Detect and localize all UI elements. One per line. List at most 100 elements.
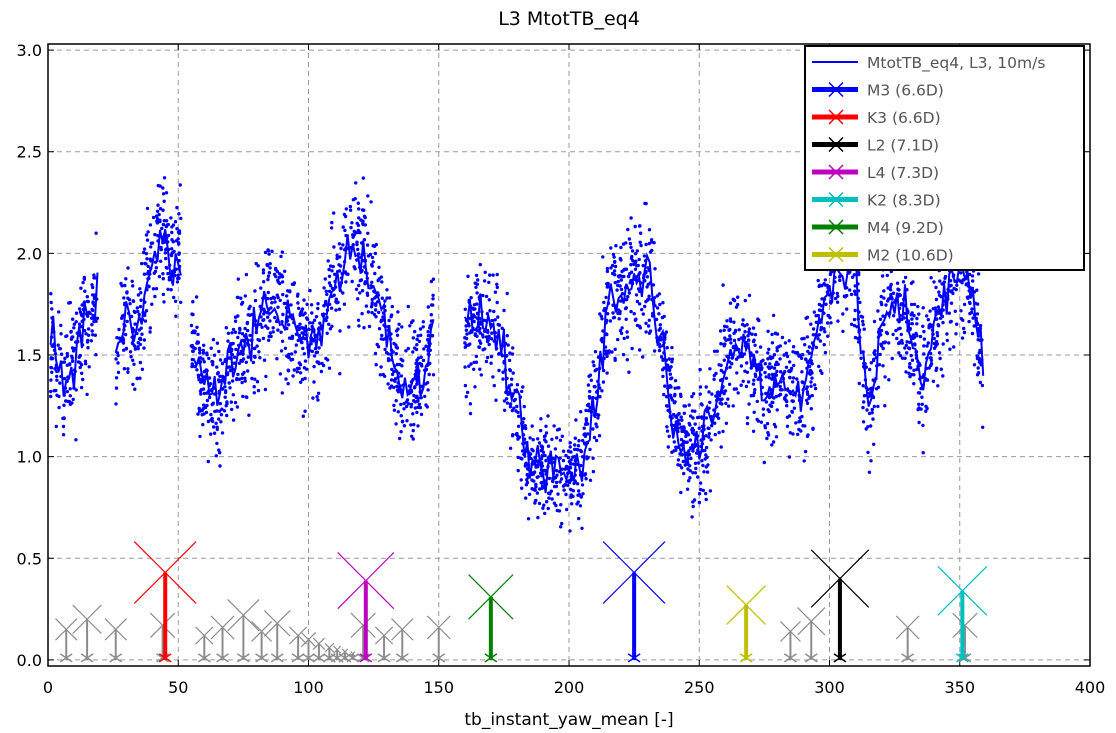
scatter-point [255,344,259,348]
scatter-point [883,340,887,344]
scatter-point [231,393,235,397]
scatter-point [371,244,375,248]
scatter-point [274,274,278,279]
scatter-point [166,271,170,276]
scatter-point [516,424,521,428]
scatter-point [976,338,980,342]
scatter-point [312,364,316,369]
scatter-point [157,274,162,279]
other-turbine-base-mark [312,653,326,663]
other-turbine [312,637,326,663]
scatter-point [584,477,588,481]
scatter-point [49,394,53,399]
scatter-point [116,361,120,365]
other-turbine-base-mark [346,653,360,663]
scatter-point [283,346,288,350]
scatter-point [715,414,719,418]
scatter-point [495,272,499,277]
other-turbine-blade [263,609,278,624]
other-turbine [55,618,78,663]
scatter-point [610,350,614,354]
scatter-point [717,430,721,435]
scatter-point [230,331,234,335]
scatter-point [887,378,891,382]
scatter-point [586,432,590,436]
scatter-point [252,354,257,359]
scatter-point [836,319,840,323]
scatter-point [723,389,728,393]
scatter-point [533,488,537,492]
scatter-point [566,483,570,487]
scatter-point [613,358,617,362]
scatter-point [394,422,398,426]
scatter-point [392,369,396,374]
other-turbine-blade [104,618,117,630]
scatter-point [596,416,600,420]
scatter-point [705,470,710,474]
scatter-point [825,283,829,288]
scatter-point [787,339,791,343]
other-turbine-blade [195,626,205,636]
scatter-point [536,465,540,469]
scatter-point [553,447,558,451]
other-turbine-blade [227,614,244,632]
scatter-point [747,402,751,406]
scatter-point [910,358,915,362]
scatter-point [676,463,680,467]
scatter-point [269,297,273,301]
scatter-point [733,329,738,334]
scatter-point [565,507,569,512]
other-turbine-blade [308,631,317,641]
scatter-point [143,319,148,323]
scatter-point [672,449,676,453]
scatter-point [600,389,604,393]
scatter-point [421,320,425,324]
x-axis-ticks: 0 50 100 150 200 250 300 350 400 [43,44,1105,697]
scatter-point [463,336,467,340]
scatter-point [130,279,134,283]
scatter-point [217,409,222,413]
scatter-point [925,344,929,348]
chart-title: L3 MtotTB_eq4 [498,8,640,30]
scatter-point [588,389,592,394]
scatter-point [637,257,641,262]
scatter-point [931,379,936,383]
scatter-point [411,336,415,340]
scatter-point [760,366,764,370]
scatter-point [564,492,568,497]
other-turbine-blade [964,612,978,626]
scatter-point [605,371,609,375]
scatter-point [630,254,634,259]
scatter-point [218,358,223,362]
scatter-point [970,331,975,336]
scatter-point [862,394,867,398]
scatter-point [619,331,624,336]
other-turbine [195,626,214,663]
scatter-point [217,417,221,421]
scatter-point [928,309,932,313]
scatter-point [916,304,920,309]
scatter-point [866,425,870,429]
scatter-point [266,274,271,278]
scatter-point [297,306,301,310]
scatter-point [511,371,515,375]
scatter-point [698,367,702,372]
scatter-point [925,314,929,318]
scatter-point [791,380,795,384]
scatter-point [704,465,708,469]
scatter-point [276,280,280,284]
scatter-point [413,400,417,404]
other-turbine-blade [222,626,235,640]
scatter-point [329,306,334,310]
scatter-point [145,257,149,261]
scatter-point [921,324,925,328]
scatter-point [126,367,130,371]
scatter-point [419,362,424,366]
scatter-point [534,485,538,489]
scatter-point [664,330,669,334]
scatter-point [934,297,939,302]
scatter-point [210,402,214,407]
scatter-point [205,351,209,355]
scatter-point [719,445,723,449]
scatter-point [861,420,866,424]
